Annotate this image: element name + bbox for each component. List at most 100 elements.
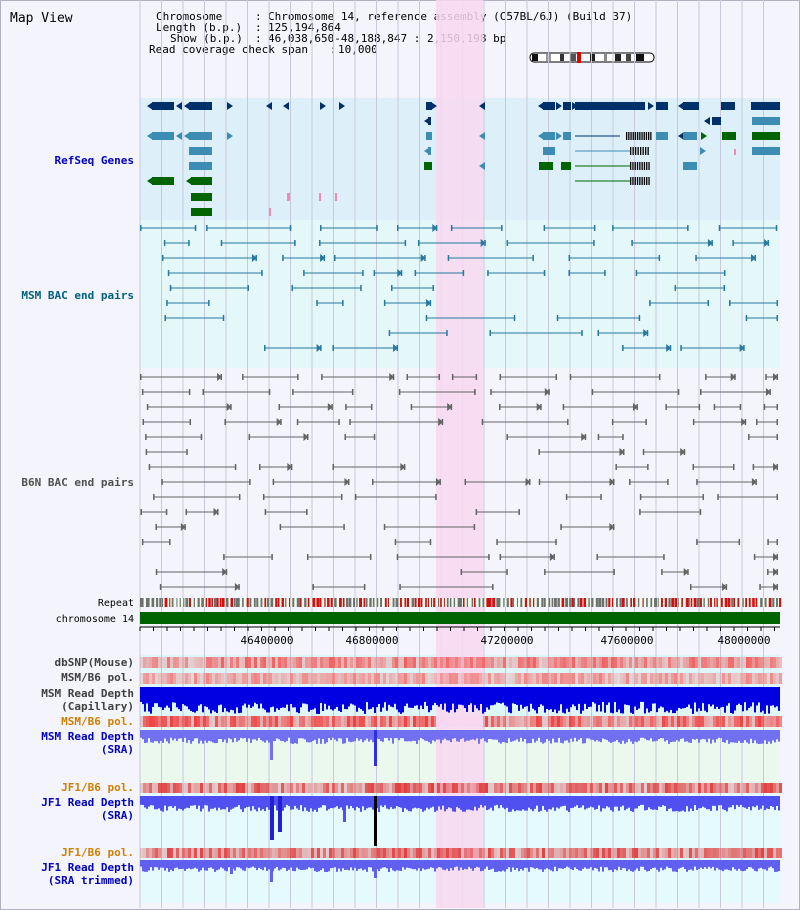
msm-b6-polymorphism: [449, 673, 452, 684]
msm-sra-depth: [248, 730, 250, 739]
msm-b6-polymorphism: [386, 673, 389, 684]
gene-arrow: [186, 177, 192, 185]
repeat-element: [417, 598, 421, 607]
msm-capillary-depth: [620, 687, 622, 714]
msm-bac-label[interactable]: MSM BAC end pairs: [21, 289, 134, 302]
jf1-sra-trimmed-depth: [186, 860, 188, 869]
jf1-b6-polymorphism: [551, 783, 554, 793]
msm-sra-depth: [158, 730, 160, 744]
msm-depth-sra-label-1[interactable]: MSM Read Depth: [41, 730, 134, 743]
jf1-sra-depth: [474, 796, 476, 807]
msm-sra-depth: [418, 730, 420, 741]
msm-capillary-depth: [556, 687, 558, 714]
jf1-b6-polymorphism-2: [152, 848, 155, 858]
jf1-sra-depth: [574, 796, 576, 807]
refseq-gene-models[interactable]: [147, 102, 780, 216]
msm-b6-polymorphism-sra: [560, 716, 563, 727]
jf1-b6-polymorphism-2: [698, 848, 701, 858]
repeat-element: [473, 598, 476, 607]
dbsnp-density: [347, 657, 350, 668]
msm-b6-polymorphism-sra: [482, 716, 485, 727]
msm-b6-polymorphism-sra: [311, 716, 314, 727]
msm-capillary-depth: [328, 687, 330, 706]
jf1-sra-trimmed-depth: [242, 860, 244, 871]
msm-b6-polymorphism: [509, 673, 512, 684]
dbsnp-label[interactable]: dbSNP(Mouse): [55, 656, 134, 669]
jf1-b6-pol-label-2[interactable]: JF1/B6 pol.: [61, 846, 134, 859]
jf1-b6-polymorphism-2: [275, 848, 278, 858]
jf1-b6-polymorphism: [197, 783, 200, 793]
msm-b6-pol-label-2[interactable]: MSM/B6 pol.: [61, 715, 134, 728]
b6n-bac-pair: [596, 554, 598, 560]
jf1-b6-pol-label-1[interactable]: JF1/B6 pol.: [61, 781, 134, 794]
jf1-sra-trimmed-depth: [476, 860, 478, 867]
jf1-b6-polymorphism: [158, 783, 161, 793]
b6n-bac-pairs[interactable]: [140, 373, 778, 591]
jf1-sra-trimmed-depth: [404, 860, 406, 870]
jf1-b6-polymorphism: [563, 783, 566, 793]
msm-b6-polymorphism: [545, 673, 548, 684]
dbsnp-density: [251, 657, 254, 668]
msm-b6-polymorphism-sra: [671, 716, 674, 727]
jf1-sra-trimmed-depth: [774, 860, 776, 872]
msm-sra-depth: [160, 730, 162, 741]
jf1-sra-trimmed-depth: [610, 860, 612, 870]
jf1-b6-polymorphism-2: [503, 848, 506, 858]
msm-sra-depth: [306, 730, 308, 743]
jf1-sra-trimmed-depth: [738, 860, 740, 869]
gene-exon: [630, 147, 632, 155]
msm-capillary-depth: [344, 687, 346, 709]
msm-depth-capillary-label-1[interactable]: MSM Read Depth: [41, 687, 134, 700]
dbsnp-density: [665, 657, 668, 668]
jf1-b6-polymorphism: [620, 783, 623, 793]
jf1-b6-polymorphism: [404, 783, 407, 793]
jf1-sra-trimmed-depth: [414, 860, 416, 870]
dbsnp-density: [203, 657, 206, 668]
b6n-bac-pair: [222, 568, 228, 576]
jf1-sra-trimmed-depth: [582, 860, 584, 869]
jf1-sra-trimmed-depth: [498, 860, 500, 872]
msm-sra-depth: [562, 730, 564, 744]
jf1-b6-polymorphism-2: [353, 848, 356, 858]
jf1-b6-polymorphism: [623, 783, 626, 793]
dbsnp-density: [194, 657, 197, 668]
msm-bac-pairs[interactable]: [140, 224, 778, 352]
jf1-depth-sra-label-1[interactable]: JF1 Read Depth: [41, 796, 134, 809]
msm-sra-depth: [360, 730, 362, 740]
msm-sra-depth: [632, 730, 634, 744]
selected-region-highlight[interactable]: [436, 0, 483, 908]
jf1-depth-trimmed-label-1[interactable]: JF1 Read Depth: [41, 861, 134, 874]
msm-b6-polymorphism-sra: [335, 716, 338, 727]
msm-b6-pol-label-1[interactable]: MSM/B6 pol.: [61, 671, 134, 684]
repeat-element: [211, 598, 213, 607]
jf1-sra-depth: [512, 796, 514, 810]
msm-sra-depth: [658, 730, 660, 740]
msm-capillary-depth: [290, 687, 292, 704]
jf1-sra-depth: [216, 796, 218, 811]
msm-sra-depth: [452, 730, 454, 739]
repeat-element: [238, 598, 240, 607]
msm-bac-pair: [247, 285, 250, 291]
repeat-element: [608, 598, 611, 607]
msm-capillary-depth: [456, 687, 458, 710]
jf1-sra-trimmed-depth: [742, 860, 744, 872]
jf1-b6-polymorphism: [518, 783, 521, 793]
msm-capillary-depth: [198, 687, 200, 706]
refseq-genes-label[interactable]: RefSeq Genes: [55, 154, 134, 167]
repeat-element: [671, 598, 675, 607]
b6n-bac-pair: [591, 389, 594, 395]
jf1-b6-polymorphism-2: [638, 848, 641, 858]
repeat-element: [372, 598, 375, 607]
dbsnp-density: [629, 657, 632, 668]
b6n-bac-pair: [767, 539, 769, 545]
jf1-b6-polymorphism: [395, 783, 398, 793]
b6n-bac-pair: [259, 464, 261, 470]
msm-b6-polymorphism-sra: [491, 716, 494, 727]
b6n-bac-label[interactable]: B6N BAC end pairs: [21, 476, 134, 489]
repeat-element: [709, 598, 712, 607]
repeat-element: [161, 598, 164, 607]
jf1-b6-polymorphism: [725, 783, 728, 793]
dbsnp-density: [332, 657, 335, 668]
jf1-sra-trimmed-depth: [470, 860, 472, 869]
jf1-b6-polymorphism: [224, 783, 227, 793]
